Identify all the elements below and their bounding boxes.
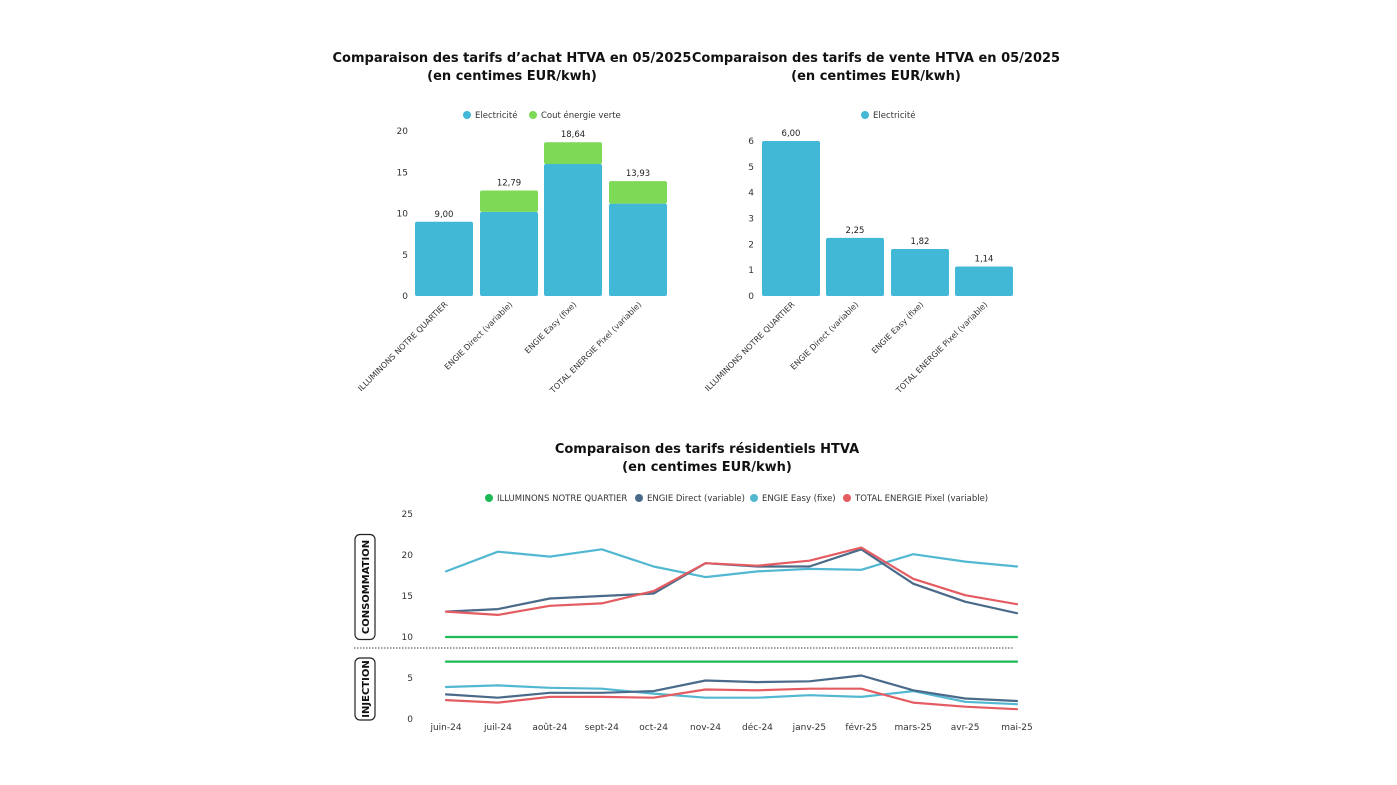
chart3-title: Comparaison des tarifs résidentiels HTVA… (507, 441, 907, 477)
chart2-bar-electricite (762, 141, 820, 296)
chart1-bar-electricite (609, 203, 667, 296)
chart1-data-label: 12,79 (497, 178, 521, 188)
chart3-line-consommation-total-energie-pixel-variable (444, 546, 1019, 617)
chart3-xtick: févr-25 (845, 722, 877, 733)
chart2-bar-electricite (891, 248, 949, 296)
chart1-bar-vert (544, 142, 602, 164)
chart3-legend-marker (843, 494, 851, 502)
chart2-data-label: 1,82 (911, 237, 930, 247)
chart2-data-label: 6,00 (782, 129, 801, 139)
chart1-bar-electricite (415, 221, 473, 296)
chart3-legend-label: ENGIE Direct (variable) (647, 494, 745, 504)
chart3-legend-label: ENGIE Easy (fixe) (762, 494, 836, 504)
chart2-ytick: 4 (748, 189, 754, 199)
chart1-ytick: 0 (402, 292, 408, 302)
chart3-title-line1: Comparaison des tarifs résidentiels HTVA (554, 442, 860, 457)
chart3-ytick: 20 (402, 551, 414, 561)
chart2-ytick: 5 (748, 163, 754, 173)
chart1-bar-electricite (544, 164, 602, 296)
chart3-xtick: janv-25 (792, 723, 827, 733)
chart3-xtick: déc-24 (742, 722, 773, 733)
chart1-ytick: 15 (397, 168, 408, 178)
chart3-xtick: avr-25 (951, 723, 980, 733)
chart3-legend-marker (750, 494, 758, 502)
chart3-panel-label-injection-box (354, 657, 376, 721)
chart3-legend-label: TOTAL ENERGIE Pixel (variable) (854, 494, 988, 504)
chart2-title-line2: (en centimes EUR/kwh) (791, 69, 961, 84)
chart1-data-label: 9,00 (435, 210, 454, 220)
chart1-data-label: 18,64 (561, 130, 585, 140)
chart3-ytick: 10 (402, 633, 414, 643)
chart3-title-line2: (en centimes EUR/kwh) (622, 460, 792, 475)
chart3-line-consommation-engie-easy-fixe (444, 548, 1019, 579)
chart3-line-injection-engie-easy-fixe (444, 684, 1019, 706)
chart1-ytick: 10 (397, 210, 409, 220)
chart3-line-injection-engie-direct-variable (444, 674, 1019, 703)
chart1-title-line1: Comparaison des tarifs d’achat HTVA en 0… (332, 51, 692, 66)
chart3-panel-label-consommation-box (354, 533, 376, 641)
chart2-ytick: 0 (748, 292, 754, 302)
chart3-ytick: 0 (407, 715, 413, 725)
chart1-legend-electricite: Electricité (475, 110, 517, 121)
chart3-panel-label-injection: INJECTION (361, 660, 372, 717)
chart1-xtick: ENGIE Easy (fixe) (523, 300, 578, 355)
chart1-legend-electricite-marker (463, 111, 471, 119)
chart3-line-injection-total-energie-pixel-variable (444, 687, 1019, 711)
chart3-panel-label-consommation: CONSOMMATION (361, 540, 372, 634)
chart3-xtick: sept-24 (585, 723, 619, 733)
chart1-xtick: ILLUMINONS NOTRE QUARTIER (356, 300, 449, 393)
chart2-data-label: 2,25 (846, 226, 865, 236)
chart1-bar-vert (480, 190, 538, 212)
chart1-title: Comparaison des tarifs d’achat HTVA en 0… (312, 50, 712, 86)
chart2-legend-electricite-marker (861, 111, 869, 119)
chart1-bar-vert (609, 181, 667, 204)
chart2-legend-electricite: Electricité (873, 110, 915, 121)
chart3-xtick: juil-24 (483, 723, 512, 733)
chart2-xtick: ENGIE Easy (fixe) (870, 300, 925, 355)
chart2-title: Comparaison des tarifs de vente HTVA en … (676, 50, 1076, 86)
chart3-legend-marker (485, 494, 493, 502)
chart3-xtick: mars-25 (894, 723, 931, 733)
chart2-data-label: 1,14 (975, 255, 994, 265)
chart2-ytick: 6 (748, 137, 754, 147)
chart3-xtick: oct-24 (639, 723, 668, 733)
chart2-ytick: 1 (748, 266, 754, 276)
chart3-xtick: août-24 (532, 723, 567, 733)
chart2-title-line1: Comparaison des tarifs de vente HTVA en … (691, 51, 1061, 66)
chart1-legend-vert-marker (529, 111, 537, 119)
chart3-ytick: 15 (402, 592, 413, 602)
chart3-xtick: mai-25 (1001, 723, 1032, 733)
chart1-legend-vert: Cout énergie verte (541, 110, 621, 121)
chart3-xtick: nov-24 (690, 723, 721, 733)
chart3-legend-label: ILLUMINONS NOTRE QUARTIER (497, 494, 627, 504)
chart2-xtick: ILLUMINONS NOTRE QUARTIER (703, 300, 796, 393)
chart3-legend-marker (635, 494, 643, 502)
chart2-xtick: ENGIE Direct (variable) (789, 300, 861, 372)
chart1-data-label: 13,93 (626, 169, 650, 179)
chart2-ytick: 3 (748, 215, 754, 225)
chart3-ytick: 25 (402, 510, 413, 520)
chart3-xtick: juin-24 (429, 723, 461, 733)
chart1-title-line2: (en centimes EUR/kwh) (427, 69, 597, 84)
chart1-xtick: ENGIE Direct (variable) (443, 300, 515, 372)
chart2-ytick: 2 (748, 240, 754, 250)
chart3-ytick: 5 (407, 674, 413, 684)
chart1-ytick: 5 (402, 251, 408, 261)
chart1-ytick: 20 (397, 127, 409, 137)
chart1-bar-electricite (480, 211, 538, 296)
chart2-bar-electricite (955, 266, 1013, 296)
chart3-line-consommation-engie-direct-variable (444, 548, 1019, 615)
chart2-bar-electricite (826, 237, 884, 296)
